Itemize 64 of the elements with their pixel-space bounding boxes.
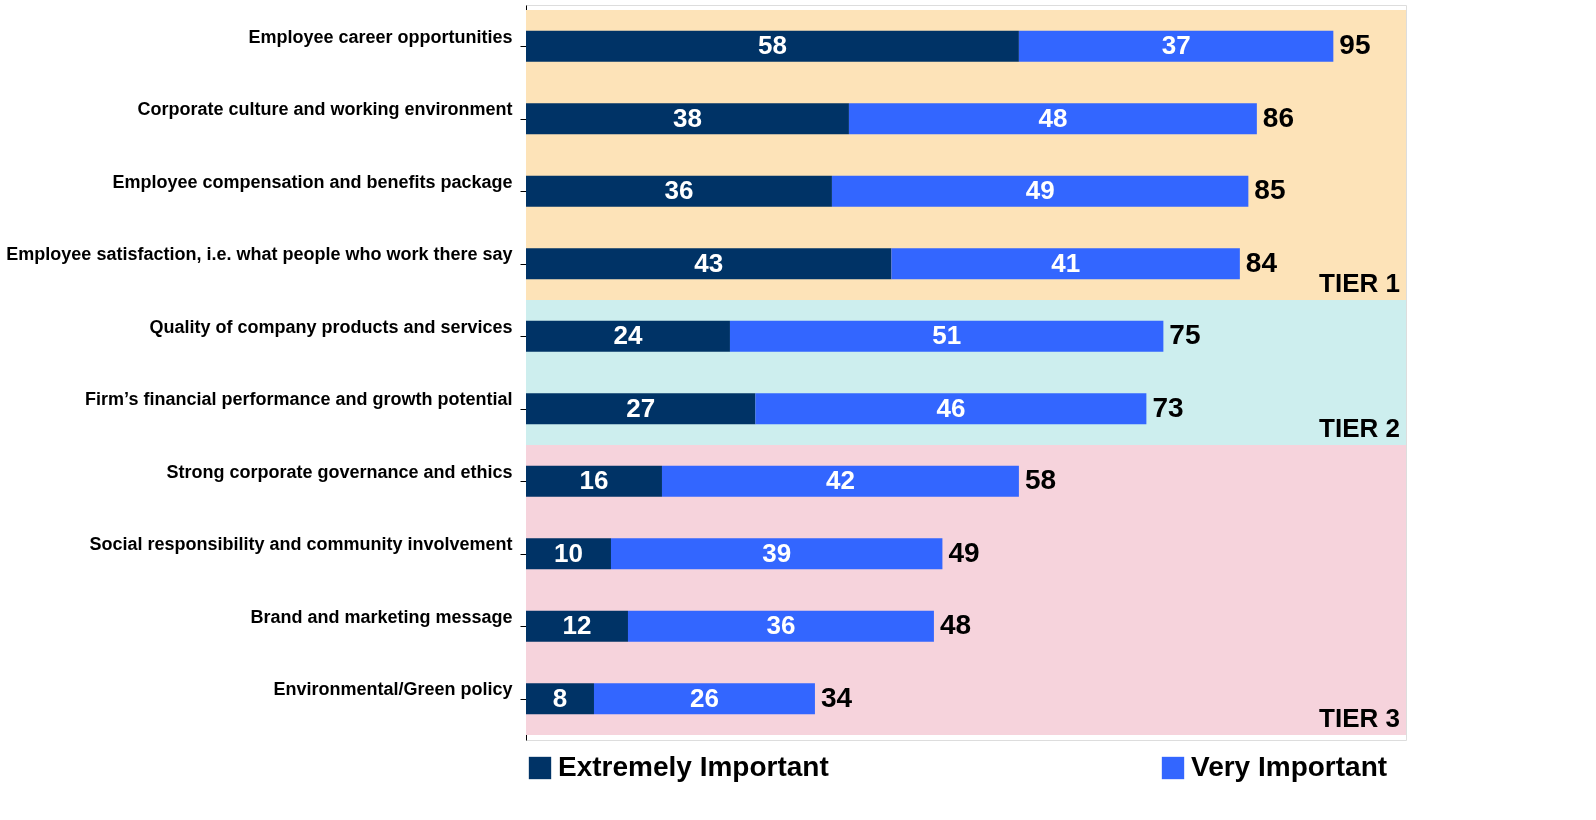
- y-tick-label: Employee compensation and benefits package: [112, 171, 513, 192]
- bar: [526, 103, 849, 135]
- data-label: 24: [613, 320, 643, 351]
- data-label: 36: [664, 175, 694, 206]
- data-label: 37: [1161, 30, 1191, 61]
- data-label: 58: [757, 30, 787, 61]
- data-label: 16: [579, 465, 609, 496]
- bar: [593, 683, 815, 715]
- bar: [526, 610, 628, 642]
- total-label: 58: [1024, 464, 1057, 496]
- legend-label: Extremely Important: [558, 751, 829, 782]
- data-label: 8: [552, 682, 568, 713]
- y-tick-label: Environmental/Green policy: [273, 679, 513, 700]
- bar: [729, 320, 1164, 352]
- data-label: 43: [694, 247, 724, 278]
- data-label: 12: [562, 610, 592, 641]
- data-label: 38: [673, 102, 702, 133]
- total-label: 75: [1169, 319, 1201, 351]
- bar: [831, 175, 1249, 207]
- bar: [526, 393, 756, 425]
- data-label: 48: [1038, 102, 1068, 133]
- y-tick-label: Firm’s financial performance and growth potential: [85, 389, 513, 410]
- band-label: TIER 1: [1319, 268, 1400, 298]
- bar: [891, 248, 1240, 280]
- bar: [610, 538, 943, 570]
- bar: [755, 393, 1147, 425]
- total-label: 95: [1339, 29, 1371, 61]
- bar: [526, 248, 892, 280]
- y-tick-label: Brand and marketing message: [250, 606, 513, 627]
- y-tick-label: Quality of company products and services: [149, 316, 513, 337]
- bar: [1018, 30, 1334, 62]
- bar: [526, 683, 594, 715]
- total-label: 84: [1245, 246, 1278, 278]
- data-label: 26: [690, 682, 719, 713]
- legend-label: Very Important: [1191, 751, 1388, 782]
- y-tick-label: Employee career opportunities: [248, 26, 513, 47]
- data-label: 36: [766, 610, 796, 641]
- bar: [661, 465, 1019, 497]
- y-tick-label: Social responsibility and community involvement: [89, 534, 513, 555]
- data-label: 42: [825, 465, 855, 496]
- data-label: 39: [762, 537, 792, 568]
- bar: [526, 465, 662, 497]
- y-tick-label: Corporate culture and working environment: [137, 99, 513, 120]
- band-label: TIER 2: [1319, 413, 1400, 443]
- total-label: 48: [939, 609, 972, 641]
- data-label: 51: [932, 320, 962, 351]
- total-label: 49: [948, 536, 980, 568]
- data-label: 49: [1025, 175, 1055, 206]
- bar: [627, 610, 934, 642]
- y-tick-label: Strong corporate governance and ethics: [166, 461, 513, 482]
- total-label: 73: [1152, 391, 1184, 423]
- data-label: 10: [554, 537, 583, 568]
- data-label: 27: [626, 392, 656, 423]
- total-label: 85: [1254, 174, 1286, 206]
- total-label: 34: [820, 681, 853, 713]
- total-label: 86: [1262, 101, 1295, 133]
- bar: [526, 320, 730, 352]
- bar: [526, 175, 832, 207]
- y-tick-label: Employee satisfaction, i.e. what people who work there say: [6, 244, 513, 265]
- data-label: 46: [936, 392, 966, 423]
- data-label: 41: [1051, 247, 1081, 278]
- bar: [526, 30, 1019, 62]
- band-label: TIER 3: [1319, 703, 1400, 733]
- bar: [848, 103, 1257, 135]
